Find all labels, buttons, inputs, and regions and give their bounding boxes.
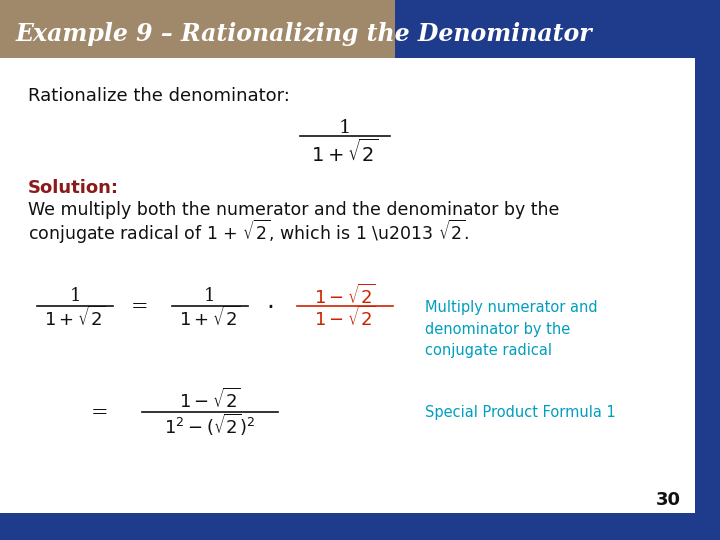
Text: $\cdot$: $\cdot$ xyxy=(266,295,274,319)
Text: =: = xyxy=(91,403,109,422)
Text: We multiply both the numerator and the denominator by the: We multiply both the numerator and the d… xyxy=(28,201,559,219)
Text: 30: 30 xyxy=(655,491,680,509)
Text: 1: 1 xyxy=(69,287,81,305)
Bar xyxy=(395,0,695,58)
Text: $1 + \sqrt{2}$: $1 + \sqrt{2}$ xyxy=(44,306,106,330)
Text: Multiply numerator and
denominator by the
conjugate radical: Multiply numerator and denominator by th… xyxy=(425,300,598,358)
Text: =: = xyxy=(131,298,149,316)
Bar xyxy=(0,513,695,540)
Text: $1 - \sqrt{2}$: $1 - \sqrt{2}$ xyxy=(314,284,376,308)
Text: conjugate radical of 1 + $\sqrt{2}$, which is 1 \u2013 $\sqrt{2}$.: conjugate radical of 1 + $\sqrt{2}$, whi… xyxy=(28,218,469,246)
Text: Special Product Formula 1: Special Product Formula 1 xyxy=(425,406,616,421)
Text: $1 + \sqrt{2}$: $1 + \sqrt{2}$ xyxy=(179,306,241,330)
Text: Example 9 – Rationalizing the Denominator: Example 9 – Rationalizing the Denominato… xyxy=(16,22,593,46)
Bar xyxy=(0,0,395,58)
Text: Solution:: Solution: xyxy=(28,179,119,197)
Text: Rationalize the denominator:: Rationalize the denominator: xyxy=(28,87,290,105)
Bar xyxy=(695,0,720,540)
Text: $1^2 - (\sqrt{2})^2$: $1^2 - (\sqrt{2})^2$ xyxy=(164,412,256,438)
Text: $1 - \sqrt{2}$: $1 - \sqrt{2}$ xyxy=(314,306,376,330)
Text: $1 - \sqrt{2}$: $1 - \sqrt{2}$ xyxy=(179,388,241,412)
Text: 1: 1 xyxy=(204,287,216,305)
Text: 1: 1 xyxy=(339,119,351,137)
Text: $1 + \sqrt{2}$: $1 + \sqrt{2}$ xyxy=(312,138,379,166)
